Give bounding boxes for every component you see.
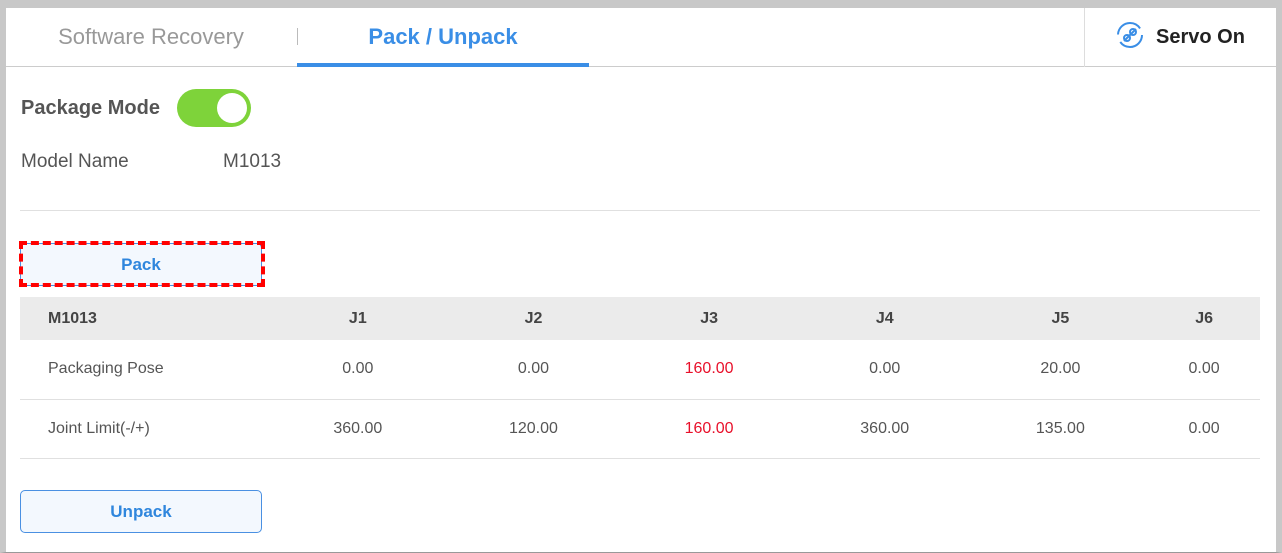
tab-pack-unpack[interactable]: Pack / Unpack <box>297 8 589 67</box>
cell: 20.00 <box>972 340 1149 400</box>
header-j2: J2 <box>445 297 622 340</box>
cell: 0.00 <box>1148 399 1260 459</box>
tab-bar: Software Recovery Pack / Unpack Servo On <box>6 8 1276 67</box>
cell: 0.00 <box>1148 340 1260 400</box>
divider <box>20 210 1260 211</box>
cell: 0.00 <box>270 340 446 400</box>
cell: 360.00 <box>270 399 446 459</box>
header-j4: J4 <box>796 297 973 340</box>
table-header: M1013 J1 J2 J3 J4 J5 J6 <box>20 297 1260 340</box>
row-label: Joint Limit(-/+) <box>20 399 270 459</box>
header-model: M1013 <box>20 297 270 340</box>
tab-divider <box>297 28 298 45</box>
toggle-knob <box>217 93 247 123</box>
cell: 0.00 <box>445 340 622 400</box>
cell: 160.00 <box>621 399 797 459</box>
model-name-value: M1013 <box>223 151 282 172</box>
model-name-label: Model Name <box>21 151 129 172</box>
cell: 0.00 <box>796 340 973 400</box>
row-label: Packaging Pose <box>20 340 270 400</box>
joint-table: M1013 J1 J2 J3 J4 J5 J6 Packaging Pose 0… <box>20 297 1260 459</box>
servo-on-label: Servo On <box>1156 26 1245 48</box>
servo-link-icon <box>1116 21 1144 55</box>
cell: 160.00 <box>621 340 797 400</box>
header-j6: J6 <box>1148 297 1260 340</box>
cell: 360.00 <box>796 399 973 459</box>
table-row: Joint Limit(-/+) 360.00 120.00 160.00 36… <box>20 399 1260 459</box>
package-mode-toggle[interactable] <box>177 89 251 127</box>
unpack-button[interactable]: Unpack <box>20 490 262 533</box>
table-row: Packaging Pose 0.00 0.00 160.00 0.00 20.… <box>20 340 1260 400</box>
servo-on-button[interactable]: Servo On <box>1084 8 1276 67</box>
tab-software-recovery[interactable]: Software Recovery <box>58 24 244 49</box>
package-mode-label: Package Mode <box>21 97 160 119</box>
focus-highlight <box>19 241 265 287</box>
header-j1: J1 <box>270 297 446 340</box>
header-j5: J5 <box>972 297 1149 340</box>
cell: 120.00 <box>445 399 622 459</box>
cell: 135.00 <box>972 399 1149 459</box>
header-j3: J3 <box>621 297 797 340</box>
